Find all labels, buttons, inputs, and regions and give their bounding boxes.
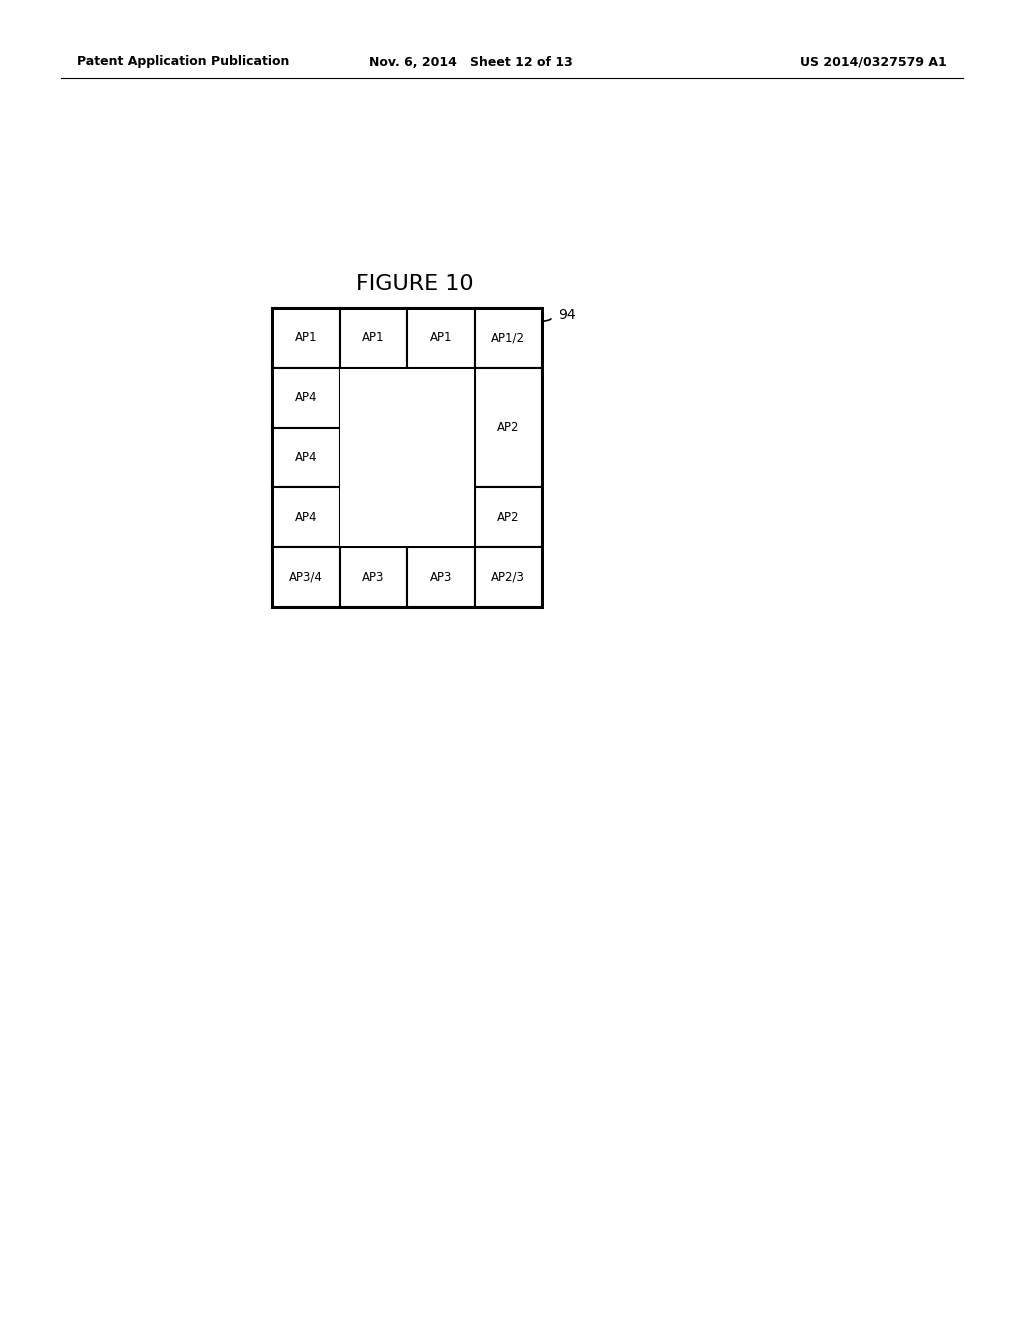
Text: AP2/3: AP2/3: [492, 570, 525, 583]
Bar: [272, 308, 340, 368]
Text: AP2: AP2: [497, 511, 519, 524]
Bar: [272, 548, 340, 607]
Bar: [272, 308, 542, 607]
Bar: [474, 487, 542, 548]
Text: Nov. 6, 2014   Sheet 12 of 13: Nov. 6, 2014 Sheet 12 of 13: [370, 55, 572, 69]
Bar: [474, 548, 542, 607]
Text: AP3/4: AP3/4: [289, 570, 323, 583]
Text: AP1: AP1: [362, 331, 384, 345]
Bar: [272, 487, 340, 548]
Text: AP1: AP1: [429, 331, 452, 345]
Text: Patent Application Publication: Patent Application Publication: [77, 55, 289, 69]
Bar: [340, 368, 474, 546]
Text: AP4: AP4: [295, 391, 317, 404]
Text: AP1/2: AP1/2: [492, 331, 525, 345]
Bar: [474, 368, 542, 487]
Text: FIGURE 10: FIGURE 10: [356, 273, 473, 294]
Bar: [407, 308, 474, 368]
Text: US 2014/0327579 A1: US 2014/0327579 A1: [801, 55, 947, 69]
Text: AP1: AP1: [295, 331, 317, 345]
Text: AP2: AP2: [497, 421, 519, 434]
Text: AP3: AP3: [362, 570, 384, 583]
Bar: [272, 368, 340, 428]
Bar: [407, 548, 474, 607]
Bar: [340, 548, 407, 607]
Text: AP4: AP4: [295, 511, 317, 524]
Bar: [340, 308, 407, 368]
FancyArrowPatch shape: [543, 319, 551, 321]
Bar: [272, 308, 542, 607]
Bar: [474, 308, 542, 368]
Text: 94: 94: [558, 308, 575, 322]
Text: AP3: AP3: [429, 570, 452, 583]
Text: AP4: AP4: [295, 451, 317, 465]
Bar: [272, 428, 340, 487]
